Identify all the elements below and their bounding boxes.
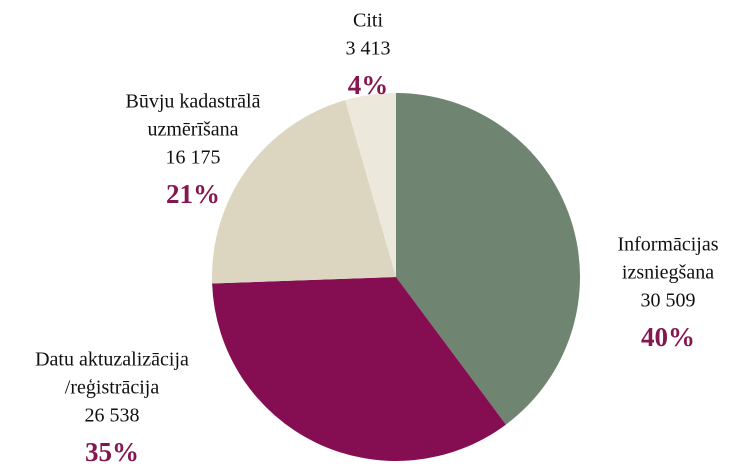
count-label: 16 175 [166,147,221,169]
pie-slice [396,93,581,425]
percent-label: 21% [166,179,220,209]
percent-label: 35% [85,437,139,467]
pie-slice [345,93,396,277]
count-label: 26 538 [85,405,140,427]
slice-label: Datu aktuzalizācija [35,349,189,371]
slice-label: izsniegšana [622,262,714,284]
count-label: 3 413 [346,38,391,60]
slice-label: Citi [353,10,383,32]
slice-label: Būvju kadastrālā [126,91,261,113]
pie-slice [212,100,396,284]
count-label: 30 509 [641,290,696,312]
slice-label: Informācijas [617,234,718,256]
slice-label: /reģistrācija [65,377,160,399]
percent-label: 4% [348,70,389,100]
slice-label: uzmērīšana [147,119,238,141]
pie-slice [212,277,506,462]
percent-label: 40% [641,322,695,352]
